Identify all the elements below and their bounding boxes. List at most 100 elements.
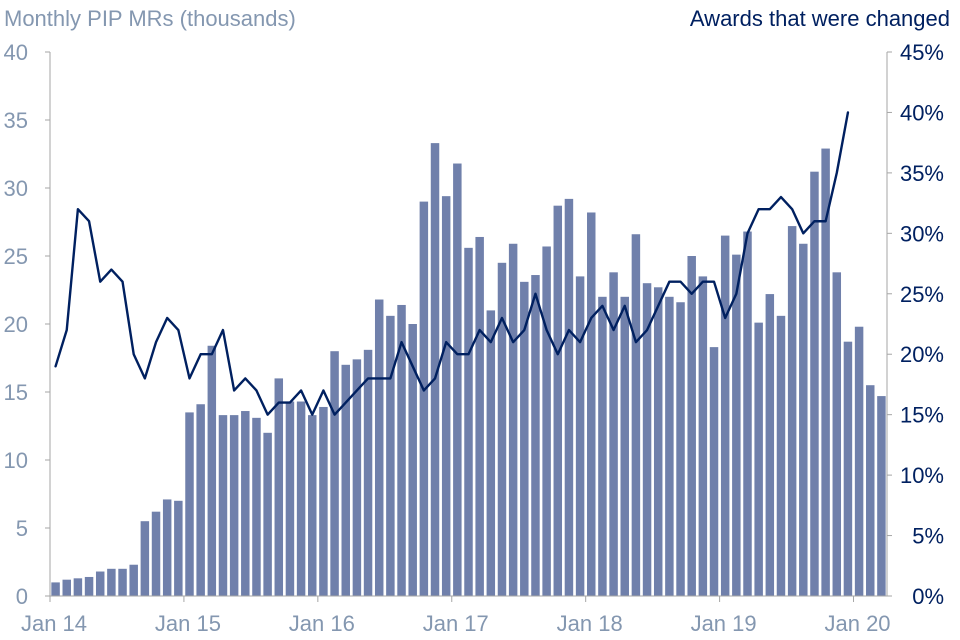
bar	[441, 196, 451, 596]
bar	[508, 243, 518, 596]
bar	[787, 226, 797, 596]
left-tick-label: 5	[16, 516, 28, 541]
bar	[665, 296, 674, 596]
right-tick-label: 40%	[900, 100, 944, 125]
bar	[174, 500, 183, 596]
bar	[51, 582, 60, 596]
bar	[799, 243, 808, 596]
bar	[631, 234, 641, 597]
bar	[653, 287, 663, 596]
bar	[162, 499, 172, 596]
bar	[531, 275, 540, 596]
right-tick-label: 25%	[900, 282, 944, 307]
bar	[252, 417, 261, 596]
left-tick-label: 35	[4, 108, 28, 133]
right-tick-label: 0%	[912, 584, 944, 609]
right-tick-label: 10%	[900, 463, 944, 488]
bar	[553, 205, 563, 596]
bar	[241, 411, 250, 596]
bar	[308, 415, 317, 596]
bar	[285, 401, 295, 596]
x-tick-label: Jan 20	[824, 611, 890, 636]
bar	[564, 198, 574, 596]
bar	[118, 568, 127, 596]
left-tick-label: 40	[4, 40, 28, 65]
x-tick-label: Jan 17	[423, 611, 489, 636]
bar	[419, 201, 429, 596]
x-tick-label: Jan 16	[289, 611, 355, 636]
bar	[140, 521, 150, 596]
bar	[698, 276, 708, 596]
awards-changed-line	[54, 111, 850, 416]
bar	[397, 304, 406, 596]
bar	[207, 345, 217, 596]
bar	[854, 326, 864, 596]
bar	[754, 322, 763, 596]
x-tick-label: Jan 18	[557, 611, 623, 636]
bar	[296, 401, 306, 596]
bar	[720, 235, 730, 596]
left-tick-label: 30	[4, 176, 28, 201]
right-tick-label: 30%	[900, 221, 944, 246]
x-tick-label: Jan 14	[21, 611, 87, 636]
x-tick-label: Jan 19	[691, 611, 757, 636]
bar	[810, 171, 819, 596]
bar	[95, 571, 105, 596]
bar	[642, 283, 652, 596]
bar	[609, 272, 618, 596]
bar	[520, 281, 529, 596]
bar	[129, 564, 138, 596]
right-tick-label: 20%	[900, 342, 944, 367]
bar	[821, 148, 830, 596]
right-tick-label: 45%	[900, 40, 944, 65]
left-tick-label: 20	[4, 312, 28, 337]
bar	[464, 247, 473, 596]
left-axis-title: Monthly PIP MRs (thousands)	[4, 6, 296, 31]
bar	[386, 315, 395, 596]
bar	[363, 349, 373, 596]
bar	[341, 364, 350, 596]
bar	[587, 212, 596, 597]
bar	[352, 359, 362, 596]
bar	[843, 341, 853, 596]
bar	[218, 415, 228, 596]
right-tick-label: 35%	[900, 161, 944, 186]
left-tick-label: 0	[16, 584, 28, 609]
bar	[676, 302, 685, 596]
bar	[598, 296, 607, 596]
bar	[151, 511, 161, 596]
bar	[497, 262, 507, 596]
bar	[475, 236, 484, 596]
bar	[408, 324, 417, 596]
bar	[319, 406, 328, 596]
bar	[263, 432, 272, 596]
bar	[866, 385, 875, 596]
left-tick-label: 25	[4, 244, 28, 269]
bar	[229, 415, 239, 596]
bar	[765, 294, 775, 596]
bar	[776, 315, 786, 596]
bar	[575, 276, 585, 596]
bar	[73, 578, 83, 596]
bar	[453, 163, 462, 596]
right-tick-label: 15%	[900, 403, 944, 428]
bar	[743, 231, 752, 596]
bar	[732, 254, 741, 596]
bar	[620, 296, 629, 596]
bar	[185, 412, 194, 596]
bar	[84, 576, 94, 596]
bar	[832, 272, 842, 596]
bar	[274, 378, 284, 596]
bar	[430, 143, 440, 596]
bar	[62, 579, 71, 596]
bar	[709, 347, 719, 596]
bar	[877, 396, 886, 596]
left-tick-label: 10	[4, 448, 28, 473]
bar	[107, 568, 116, 596]
bar	[486, 310, 496, 596]
right-axis-title: Awards that were changed	[689, 6, 950, 31]
x-tick-label: Jan 15	[155, 611, 221, 636]
right-tick-label: 5%	[912, 524, 944, 549]
bar	[687, 256, 696, 596]
